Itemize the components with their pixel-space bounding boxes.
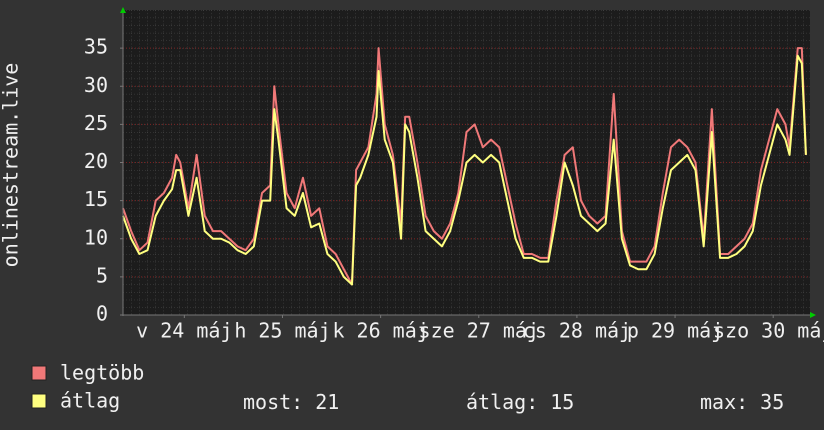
x-tick-label: cs 28 máj <box>523 319 631 343</box>
y-tick-label: 0 <box>96 302 108 326</box>
stat-value: 35 <box>760 390 784 414</box>
legend-label: legtöbb <box>60 361 144 385</box>
legend-swatch <box>31 365 47 381</box>
stat: max: 35 <box>700 390 784 414</box>
stat-label: átlag: <box>466 390 538 414</box>
stat-label: max: <box>700 390 748 414</box>
x-tick-label: sze 27 máj <box>419 319 539 343</box>
x-arrow <box>810 312 816 318</box>
x-tick-label: h 25 máj <box>234 319 330 343</box>
stat-value: 15 <box>550 390 574 414</box>
y-tick-label: 25 <box>84 111 108 135</box>
stat: átlag: 15 <box>466 390 574 414</box>
x-tick-label: k 26 máj <box>332 319 428 343</box>
legend-label: átlag <box>60 389 120 413</box>
y-tick-label: 15 <box>84 187 108 211</box>
y-tick-label: 35 <box>84 35 108 59</box>
y-tick-label: 5 <box>96 263 108 287</box>
x-tick-label: p 29 máj <box>627 319 723 343</box>
legend: legtöbb átlag most: 21 átlag: 15 max: 35 <box>31 361 784 414</box>
y-axis-label: onlinestream.live <box>0 63 23 268</box>
x-tick-label: szo 30 máj <box>713 319 824 343</box>
y-tick-label: 10 <box>84 225 108 249</box>
y-tick-label: 20 <box>84 149 108 173</box>
stat-label: most: <box>243 390 303 414</box>
stat: most: 21 <box>243 390 339 414</box>
series-line <box>122 54 807 286</box>
y-tick-label: 30 <box>84 73 108 97</box>
series-line <box>122 47 807 286</box>
stat-value: 21 <box>315 390 339 414</box>
lines <box>122 47 807 286</box>
y-arrow <box>120 7 126 13</box>
x-tick-label: v 24 máj <box>136 319 232 343</box>
legend-swatch <box>31 393 47 409</box>
